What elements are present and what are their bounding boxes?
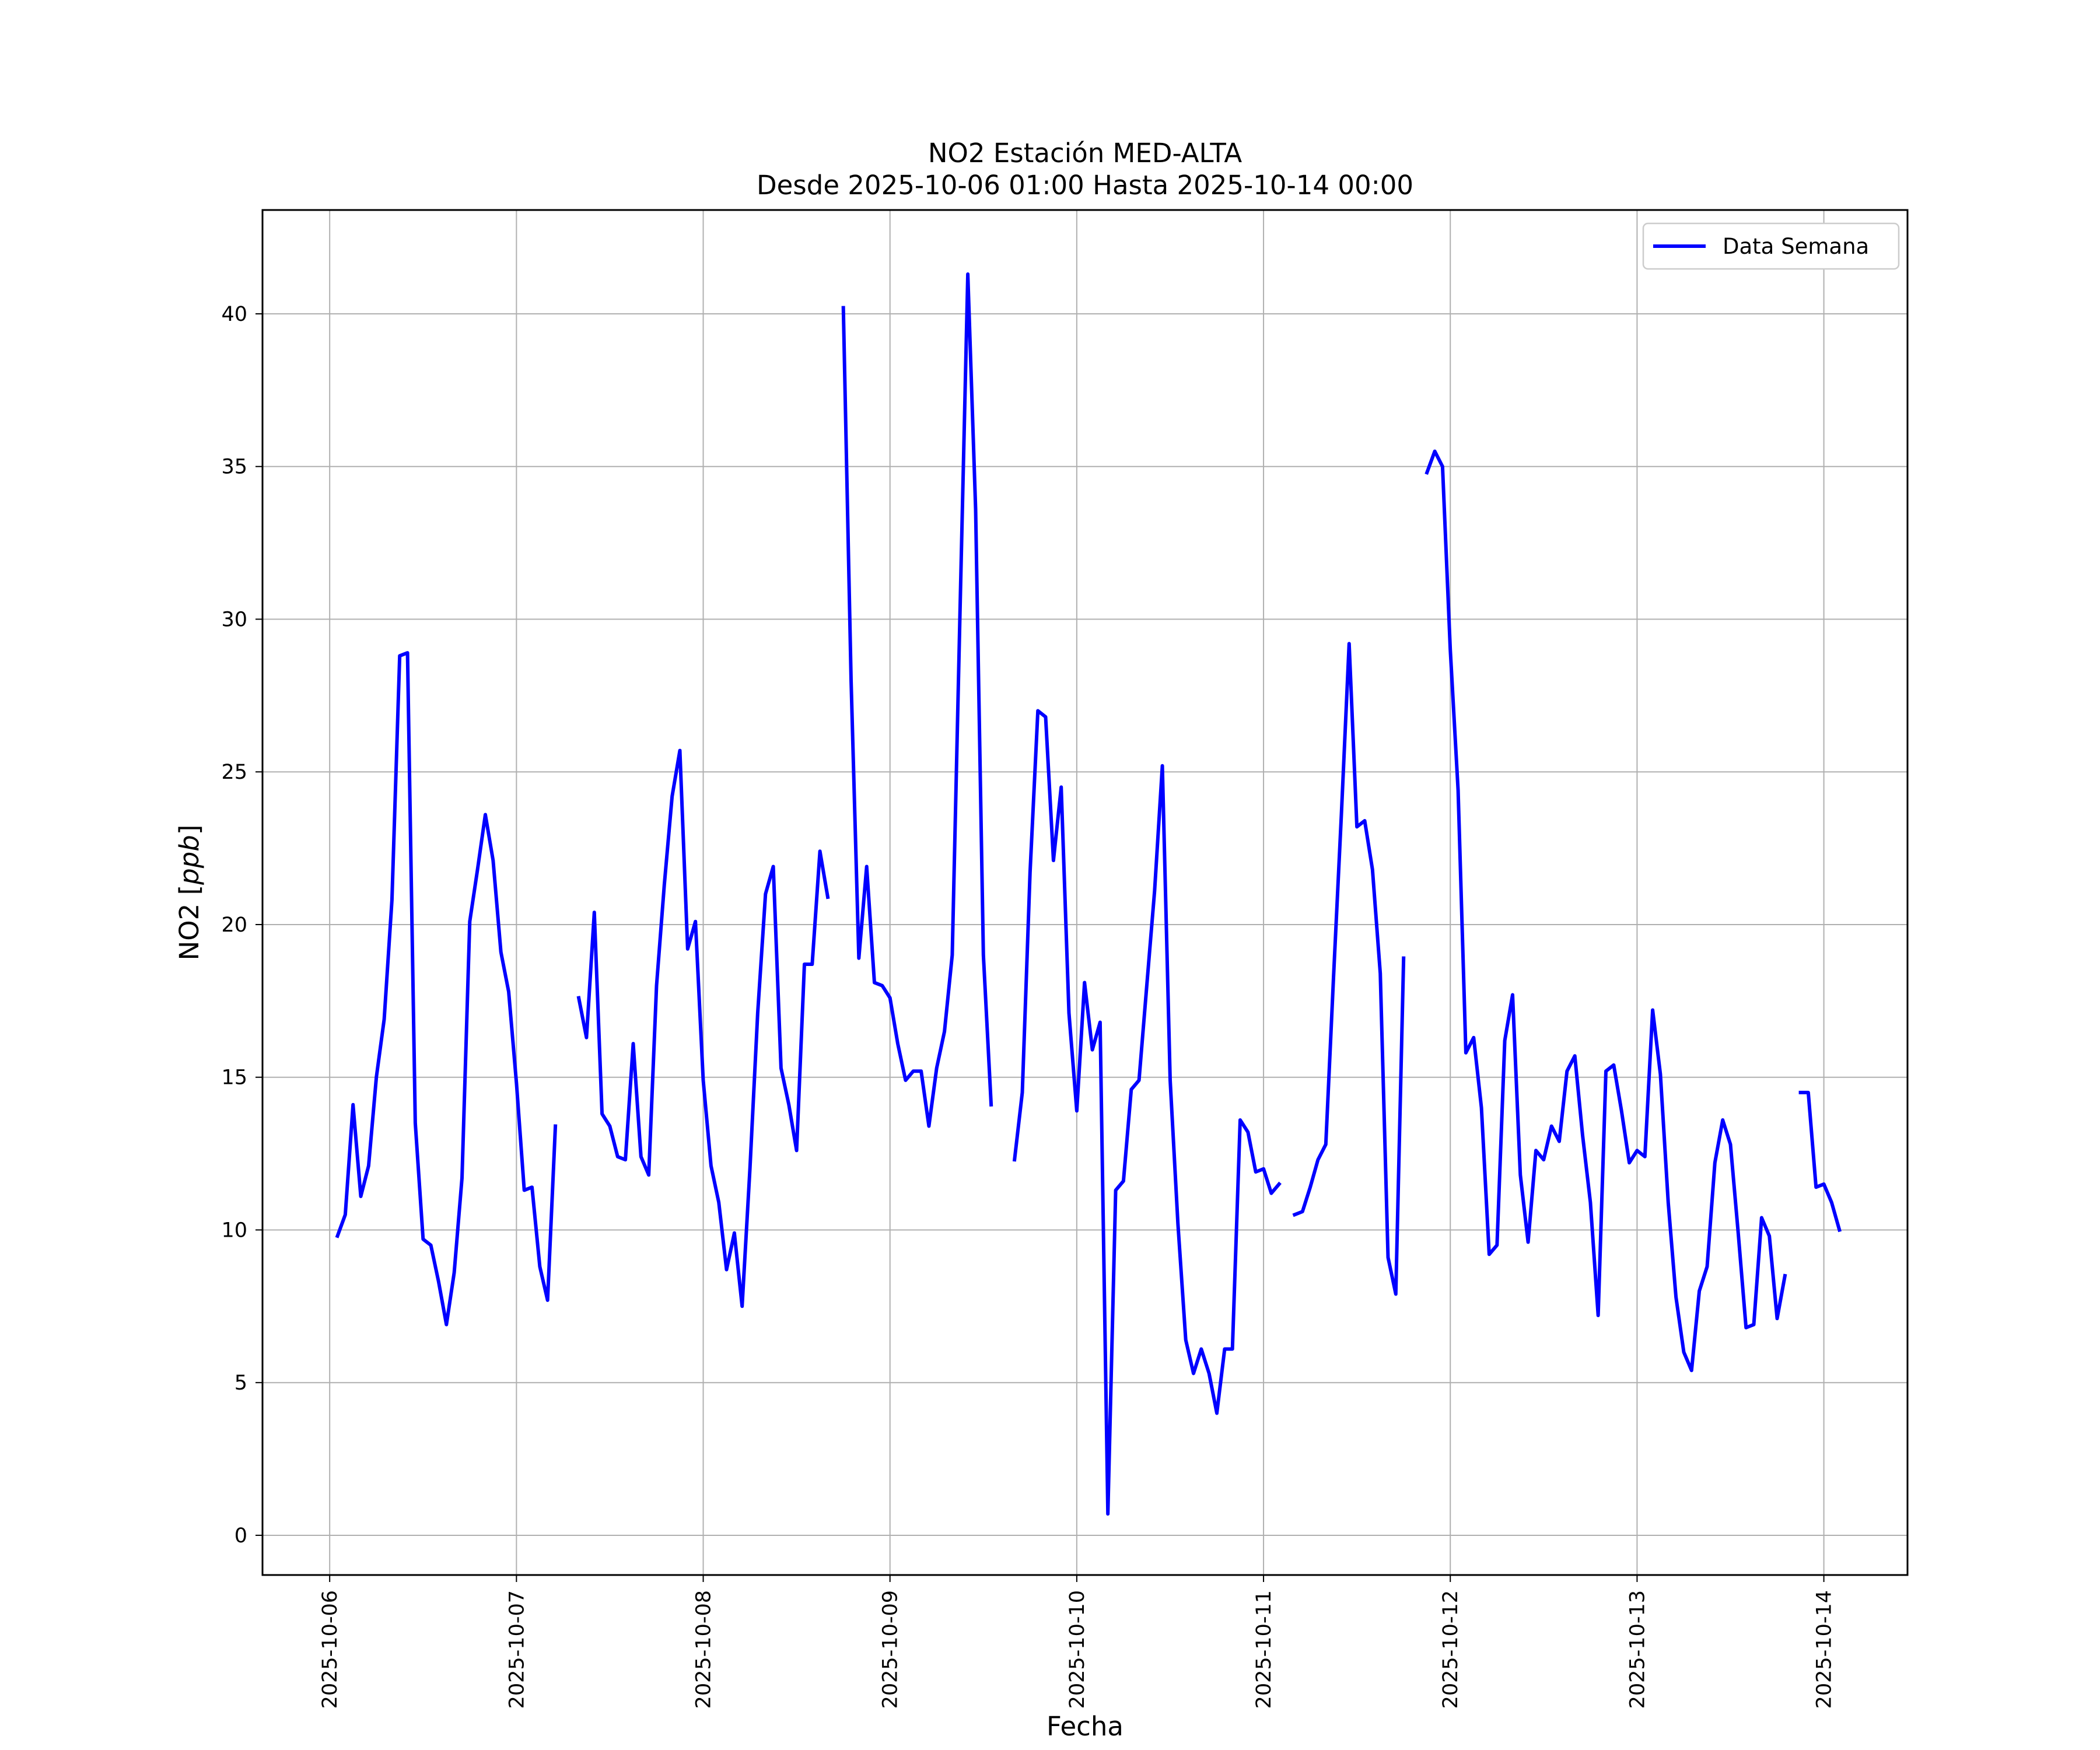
y-tick-label: 35 <box>221 456 247 479</box>
series-line-segment <box>1292 642 1406 1296</box>
y-axis-ticks: 0 5 10 15 20 25 30 35 40 <box>221 303 262 1548</box>
x-axis-ticks: 2025-10-06 2025-10-07 2025-10-08 2025-10-09… <box>318 1575 1836 1709</box>
series-line-segment <box>1424 449 1787 1373</box>
x-tick-label: 2025-10-13 <box>1626 1590 1649 1709</box>
y-axis-label: NO2 [ppb] <box>174 825 205 961</box>
x-tick-label: 2025-10-14 <box>1813 1590 1836 1709</box>
y-axis-label-close: ] <box>174 825 205 835</box>
series-line-segment <box>841 272 993 1128</box>
y-axis-label-text: NO2 [ <box>174 885 205 961</box>
y-tick-label: 40 <box>221 303 247 326</box>
y-tick-label: 25 <box>221 761 247 784</box>
chart-title: NO2 Estación MED-ALTA <box>928 138 1242 169</box>
plot-frame <box>261 209 1909 1576</box>
series-line-segment <box>576 748 830 1308</box>
series-line-segment <box>335 651 558 1326</box>
y-tick-label: 10 <box>221 1219 247 1242</box>
y-tick-label: 30 <box>221 608 247 631</box>
x-tick-label: 2025-10-12 <box>1439 1590 1462 1709</box>
x-tick-label: 2025-10-08 <box>692 1590 716 1709</box>
y-tick-label: 15 <box>221 1066 247 1090</box>
series-lines <box>335 272 1842 1516</box>
x-tick-label: 2025-10-06 <box>318 1590 342 1709</box>
legend: Data Semana <box>1642 222 1900 270</box>
x-tick-label: 2025-10-10 <box>1066 1590 1089 1709</box>
chart-subtitle: Desde 2025-10-06 01:00 Hasta 2025-10-14 … <box>757 170 1413 201</box>
x-tick-label: 2025-10-09 <box>879 1590 902 1709</box>
y-tick-label: 0 <box>235 1524 247 1548</box>
grid-lines <box>262 210 1908 1575</box>
y-tick-label: 5 <box>235 1371 247 1395</box>
legend-box <box>1642 222 1900 270</box>
x-tick-label: 2025-10-11 <box>1252 1590 1276 1709</box>
series-line-segment <box>1012 709 1282 1516</box>
x-axis-label: Fecha <box>1046 1711 1124 1742</box>
series-line-segment <box>1798 1090 1842 1233</box>
y-tick-label: 20 <box>221 914 247 937</box>
x-tick-label: 2025-10-07 <box>505 1590 528 1709</box>
y-axis-label-unit: ppb <box>174 835 205 886</box>
legend-label-data-semana: Data Semana <box>1723 234 1869 259</box>
